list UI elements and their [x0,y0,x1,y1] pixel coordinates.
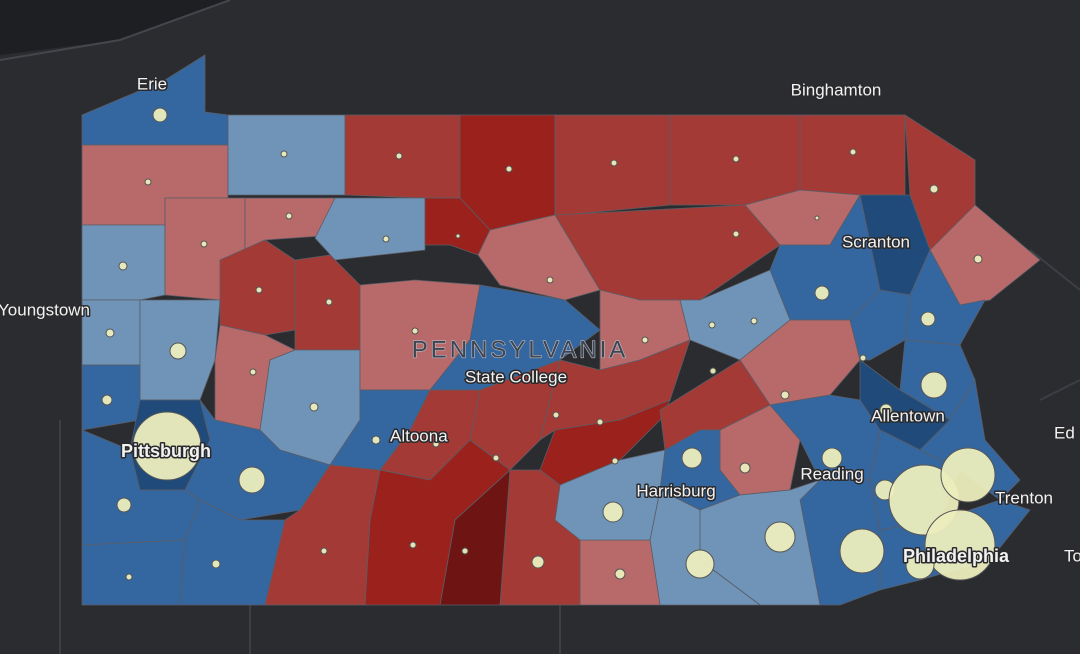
county [314,197,426,261]
county-symbol [681,447,703,469]
county-symbol [238,466,266,494]
county-symbol [610,159,618,167]
county-symbol [132,411,202,481]
county-symbol [685,549,715,579]
county-symbol [920,371,948,399]
county-symbol [905,550,935,580]
county-symbols [101,107,996,581]
place-label: State College [465,367,567,386]
county-symbol [371,435,381,445]
county-symbol [249,368,257,376]
county [469,359,561,471]
place-label: Pittsburgh [121,441,211,461]
county-symbol [780,390,790,400]
county [344,114,461,199]
county-symbol [320,547,328,555]
county-symbol [255,286,263,294]
county-symbol [821,447,843,469]
county-symbol [325,298,333,306]
county-symbol [105,328,115,338]
county-symbol [152,107,168,123]
county-symbol [839,528,885,574]
county-symbol [814,285,830,301]
county-symbol [732,155,740,163]
county-symbol [101,394,113,406]
county-symbol [382,235,390,243]
counties [81,54,1041,606]
county [81,539,186,606]
county-symbol [309,402,319,412]
place-label: To [1064,546,1080,565]
county-symbol [611,457,619,465]
county-symbol [118,261,128,271]
county-symbol [929,184,939,194]
county-symbol [596,418,604,426]
place-label: Trenton [995,488,1053,507]
place-label: Allentown [871,406,945,425]
place-label: Binghamton [791,80,882,99]
place-label: Harrisburg [636,481,715,500]
county-symbol [546,276,554,284]
county-symbol [709,367,717,375]
county-symbol [125,573,133,581]
place-label: Ed [1054,423,1075,442]
county-symbol [432,440,440,448]
lake-erie [0,0,230,55]
county-symbol [461,547,469,555]
place-labels: Erie Binghamton Scranton Youngstown State Co… [0,73,1080,567]
county-symbol [739,462,751,474]
place-label: Reading [800,464,863,483]
county-symbol [116,497,132,513]
place-label: Altoona [390,426,448,445]
county-symbol [492,454,500,462]
county [264,464,381,606]
county-symbol [708,321,716,329]
county-symbol [531,555,545,569]
county-symbol [144,178,152,186]
county-symbol [732,230,740,238]
county-symbol [602,501,624,523]
county-symbol [552,411,560,419]
county-symbol [859,354,867,362]
place-label: Erie [137,74,167,93]
county-symbol [200,240,208,248]
county-symbol [920,311,936,327]
state-label: PENNSYLVANIA [412,336,629,363]
county-symbol [750,317,758,325]
county-symbol [924,509,996,581]
county-symbol [395,152,403,160]
county-symbol [879,403,893,417]
county-symbol [285,212,293,220]
county-symbol [455,233,461,239]
county-symbol [505,165,513,173]
state-border [59,249,1080,654]
county [499,469,581,606]
county-symbol [211,559,221,569]
county-symbol [973,254,983,264]
county-symbol [940,447,996,503]
place-label: Youngstown [0,300,90,319]
county-symbol [169,342,187,360]
county-symbol [280,150,288,158]
county-symbol [614,568,626,580]
county-symbol [814,215,820,221]
place-label: Scranton [842,232,910,251]
county-symbol [409,541,417,549]
shoreline [0,0,231,61]
county-symbol [849,148,857,156]
county-symbol [411,327,419,335]
place-label: Philadelphia [903,546,1010,566]
county-symbol [641,336,649,344]
county-symbol [764,521,796,553]
